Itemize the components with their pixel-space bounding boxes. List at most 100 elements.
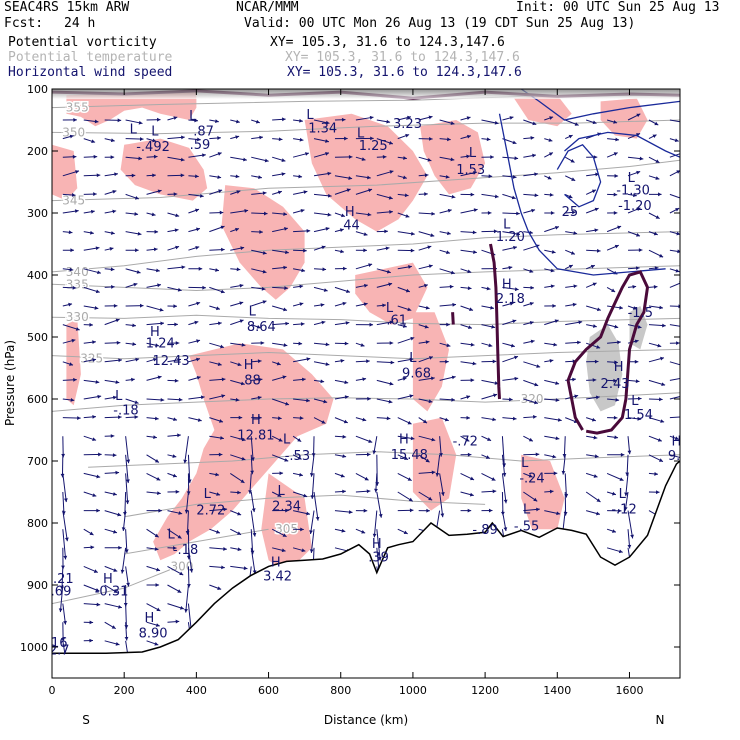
wind-arrow-456 bbox=[418, 340, 430, 345]
wind-arrow-head bbox=[615, 137, 619, 142]
wind-arrow-head bbox=[95, 246, 100, 251]
end-label-south: S bbox=[82, 713, 90, 727]
wind-arrow-head bbox=[184, 608, 188, 613]
wind-arrow-368 bbox=[334, 472, 345, 478]
wind-arrow-head bbox=[153, 357, 158, 362]
wind-arrow-453 bbox=[418, 283, 429, 288]
wind-arrow-shaft bbox=[185, 584, 189, 613]
wind-arrow-428 bbox=[397, 248, 415, 253]
wind-arrow-head bbox=[177, 433, 181, 438]
wind-arrow-head bbox=[236, 267, 241, 272]
wind-arrow-head bbox=[91, 139, 96, 144]
wind-arrow-head bbox=[572, 302, 577, 307]
wind-arrow-head bbox=[343, 419, 348, 424]
wind-arrow-697 bbox=[648, 212, 660, 220]
wind-arrow-168 bbox=[167, 546, 177, 550]
wind-arrow-head bbox=[473, 171, 477, 175]
wind-arrow-head bbox=[256, 324, 261, 329]
wind-arrow-524 bbox=[481, 359, 497, 364]
wind-arrow-332 bbox=[313, 245, 326, 251]
wind-arrow-65 bbox=[104, 247, 114, 251]
wind-arrow-head bbox=[636, 233, 640, 237]
wind-arrow-head bbox=[63, 498, 68, 503]
wind-arrow-142 bbox=[146, 603, 161, 612]
wind-arrow-149 bbox=[167, 192, 178, 197]
wind-arrow-533 bbox=[502, 116, 514, 121]
theta-label-320: 320 bbox=[521, 392, 544, 406]
wind-arrow-136 bbox=[146, 491, 161, 496]
wind-arrow-head bbox=[92, 340, 96, 345]
y-axis-title: Pressure (hPa) bbox=[3, 340, 17, 426]
wind-arrow-head bbox=[111, 285, 115, 289]
wind-arrow-241 bbox=[230, 379, 245, 386]
wind-arrow-head bbox=[262, 250, 267, 255]
wind-arrow-head bbox=[555, 381, 560, 385]
wind-arrow-483 bbox=[439, 417, 449, 422]
extremum-label-47: -.72 bbox=[453, 435, 478, 450]
wind-arrow-head bbox=[112, 492, 117, 496]
wind-arrow-head bbox=[153, 247, 158, 252]
wind-arrow-186 bbox=[188, 357, 201, 363]
wind-arrow-146 bbox=[167, 135, 185, 140]
wind-arrow-226 bbox=[209, 584, 222, 590]
wind-arrow-head bbox=[172, 454, 177, 458]
wind-arrow-293 bbox=[272, 416, 282, 421]
wind-arrow-head bbox=[492, 417, 497, 422]
wind-arrow-head bbox=[614, 324, 619, 329]
wind-arrow-head bbox=[659, 397, 663, 402]
wind-arrow-head bbox=[428, 264, 433, 269]
wind-arrow-head bbox=[617, 225, 622, 230]
wind-arrow-head bbox=[70, 398, 75, 402]
wind-arrow-head bbox=[593, 155, 598, 160]
wind-arrow-head bbox=[570, 251, 575, 255]
wind-arrow-head bbox=[547, 175, 552, 180]
wind-arrow-714 bbox=[669, 119, 680, 123]
wind-arrow-head bbox=[196, 301, 201, 306]
wind-arrow-342 bbox=[311, 436, 316, 457]
wind-arrow-head bbox=[594, 359, 599, 364]
wind-arrow-shaft bbox=[62, 510, 68, 542]
wind-arrow-222 bbox=[209, 507, 228, 512]
wind-arrow-657 bbox=[607, 360, 618, 365]
wind-arrow-295 bbox=[271, 454, 289, 462]
wind-arrow-215 bbox=[209, 377, 226, 382]
wind-arrow-617 bbox=[562, 436, 567, 458]
theta-label-325: 325 bbox=[80, 352, 103, 366]
wind-arrow-477 bbox=[439, 302, 457, 307]
wind-arrow-head bbox=[154, 459, 159, 463]
wind-arrow-75 bbox=[104, 434, 115, 438]
wind-arrow-513 bbox=[481, 155, 494, 159]
wind-arrow-head bbox=[655, 215, 660, 219]
wind-arrow-head bbox=[341, 528, 346, 533]
extremum-label-15: L bbox=[503, 218, 511, 233]
wind-arrow-318 bbox=[292, 435, 302, 443]
wind-arrow-head bbox=[310, 495, 315, 499]
wind-arrow-head bbox=[223, 507, 228, 512]
wind-arrow-head bbox=[618, 549, 623, 554]
wind-arrow-589 bbox=[544, 319, 559, 326]
wind-arrow-head bbox=[114, 172, 118, 177]
wind-arrow-head bbox=[389, 210, 393, 214]
wind-arrow-head bbox=[389, 341, 394, 345]
pv-fill-region-3 bbox=[221, 185, 305, 300]
wind-arrow-head bbox=[613, 152, 618, 156]
wind-arrow-head bbox=[572, 377, 576, 382]
wind-arrow-492 bbox=[460, 171, 477, 177]
wind-arrow-head bbox=[255, 119, 260, 124]
wind-arrow-695 bbox=[648, 175, 660, 180]
wind-arrow-499 bbox=[460, 305, 474, 312]
wind-arrow-head bbox=[175, 341, 180, 346]
wind-arrow-321 bbox=[292, 491, 308, 498]
wind-arrow-514 bbox=[481, 174, 493, 179]
wind-arrow-head bbox=[92, 493, 97, 497]
wind-arrow-shaft bbox=[439, 473, 444, 496]
wind-arrow-357 bbox=[334, 266, 347, 271]
wind-arrow-head bbox=[183, 459, 188, 464]
extremum-label-29: .61 bbox=[386, 314, 407, 329]
wind-arrow-181 bbox=[188, 266, 203, 271]
wind-arrow-head bbox=[220, 436, 224, 440]
wind-arrow-head bbox=[466, 395, 471, 399]
wind-arrow-shaft bbox=[376, 529, 381, 561]
wind-arrow-664 bbox=[606, 491, 617, 496]
extremum-label-35: H bbox=[614, 360, 624, 375]
